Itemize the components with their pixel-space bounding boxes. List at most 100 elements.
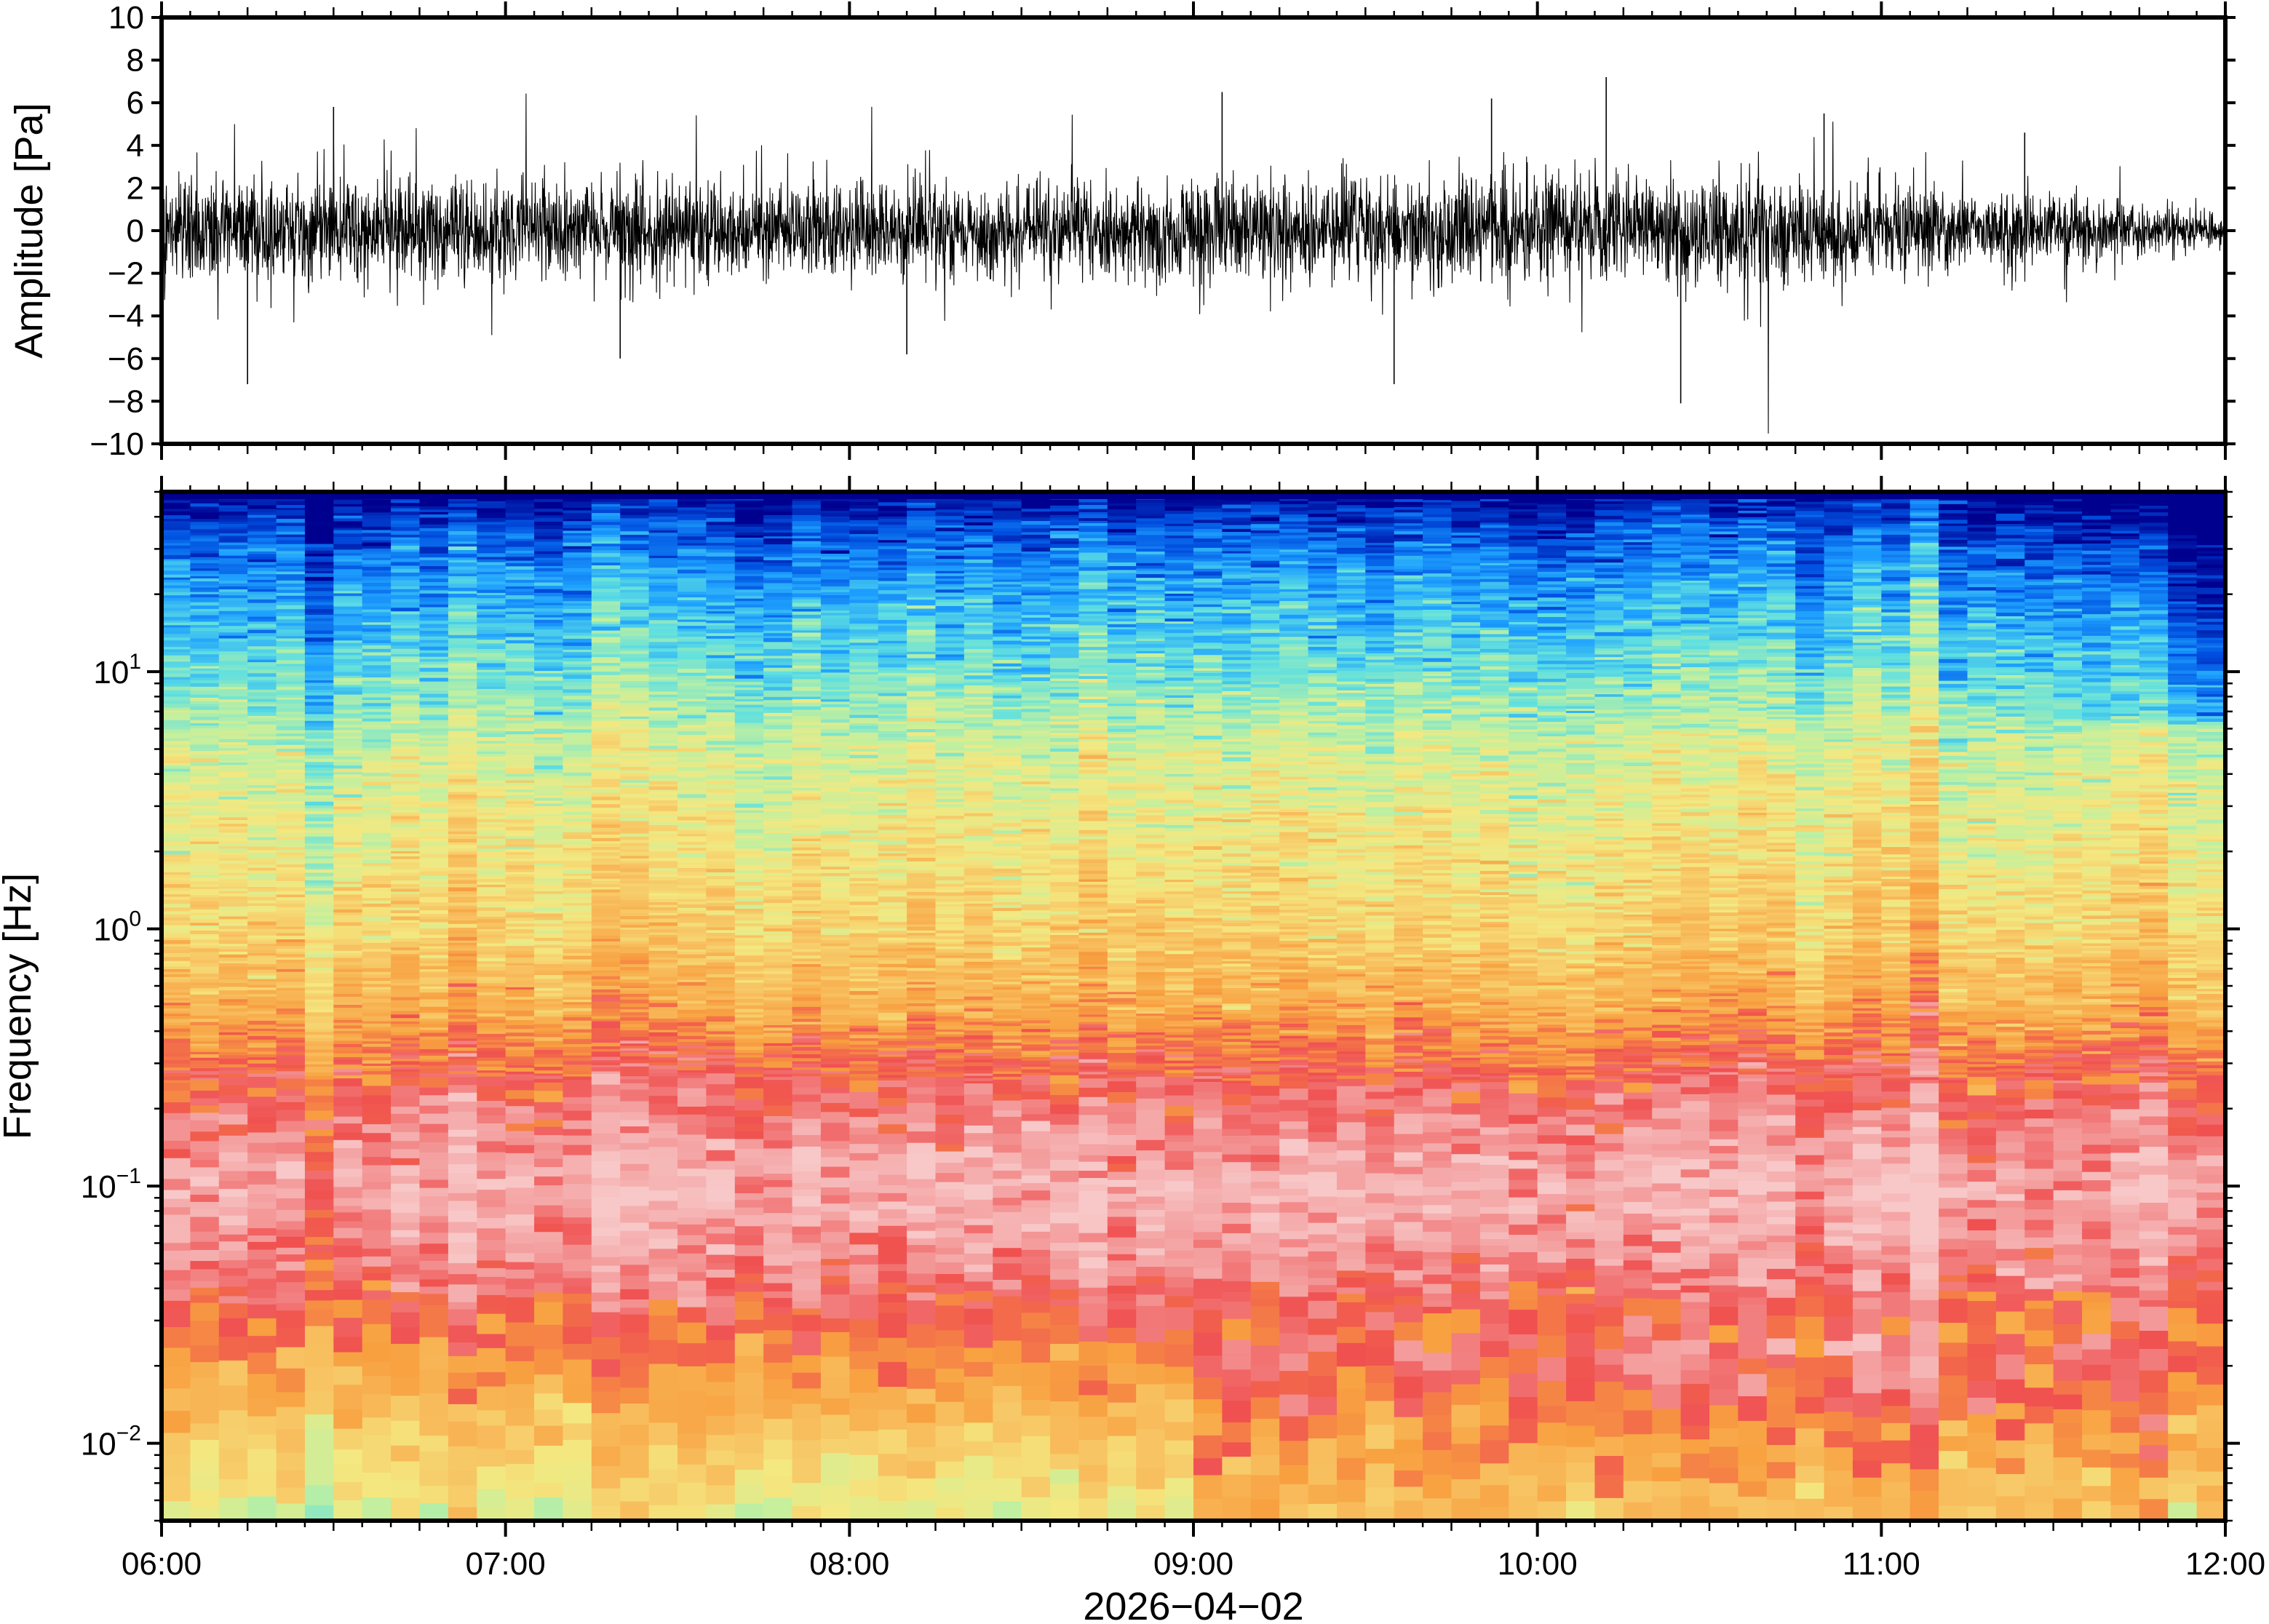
spectrogram-cell bbox=[420, 801, 449, 804]
spectrogram-cell bbox=[649, 887, 678, 891]
spectrogram-cell bbox=[563, 781, 592, 786]
spectrogram-cell bbox=[477, 568, 506, 572]
spectrogram-cell bbox=[305, 836, 334, 840]
spectrogram-cell bbox=[448, 615, 477, 618]
spectrogram-cell bbox=[735, 896, 764, 899]
spectrogram-cell bbox=[706, 576, 735, 580]
spectrogram-cell bbox=[305, 779, 334, 783]
spectrogram-cell bbox=[162, 792, 191, 796]
spectrogram-cell bbox=[620, 1056, 649, 1059]
spectrogram-cell bbox=[735, 785, 764, 788]
spectrogram-cell bbox=[219, 592, 248, 595]
spectrogram-cell bbox=[706, 903, 735, 907]
spectrogram-cell bbox=[190, 638, 219, 642]
spectrogram-cell bbox=[735, 618, 764, 623]
spectrogram-cell bbox=[477, 700, 506, 704]
spectrogram-cell bbox=[219, 841, 248, 844]
spectrogram-cell bbox=[277, 971, 306, 975]
spectrogram-cell bbox=[362, 536, 392, 541]
spectrogram-cell bbox=[420, 597, 449, 601]
spectrogram-cell bbox=[477, 948, 506, 951]
spectrogram-cell bbox=[677, 1106, 707, 1114]
spectrogram-cell bbox=[735, 943, 764, 946]
spectrogram-cell bbox=[333, 1019, 362, 1022]
spectrogram-cell bbox=[391, 651, 420, 654]
spectrogram-cell bbox=[735, 532, 764, 536]
spectrogram-cell bbox=[277, 1004, 306, 1008]
spectrogram-cell bbox=[277, 1038, 306, 1040]
spectrogram-cell bbox=[592, 592, 621, 596]
spectrogram-cell bbox=[592, 577, 621, 581]
spectrogram-cell bbox=[190, 881, 219, 885]
spectrogram-cell bbox=[677, 520, 707, 524]
spectrogram-cell bbox=[592, 856, 621, 859]
spectrogram-cell bbox=[305, 748, 334, 752]
spectrogram-cell bbox=[649, 714, 678, 718]
spectrogram-cell bbox=[277, 829, 306, 833]
spectrogram-cell bbox=[305, 950, 334, 955]
spectrogram-cell bbox=[649, 648, 678, 652]
spectrogram-cell bbox=[247, 790, 277, 794]
spectrogram-cell bbox=[592, 1056, 621, 1060]
spectrogram-cell bbox=[620, 947, 649, 950]
spectrogram-cell bbox=[477, 741, 506, 744]
spectrogram-cell bbox=[534, 737, 563, 740]
spectrogram-cell bbox=[735, 851, 764, 854]
spectrogram-cell bbox=[277, 867, 306, 869]
spectrogram-cell bbox=[620, 1063, 649, 1067]
spectrogram-cell bbox=[391, 628, 420, 631]
spectrogram-cell bbox=[677, 1006, 707, 1010]
spectrogram-cell bbox=[506, 1099, 535, 1107]
spectrogram-cell bbox=[190, 762, 219, 766]
spectrogram-cell bbox=[219, 808, 248, 812]
spectrogram-cell bbox=[247, 736, 277, 740]
spectrogram-cell bbox=[677, 530, 707, 533]
spectrogram-cell bbox=[477, 1313, 506, 1334]
spectrogram-cell bbox=[277, 505, 306, 508]
spectrogram-cell bbox=[362, 779, 392, 782]
spectrogram-cell bbox=[420, 578, 449, 582]
spectrogram-cell bbox=[420, 571, 449, 575]
spectrogram-cell bbox=[706, 735, 735, 739]
spectrogram-cell bbox=[305, 1129, 334, 1137]
spectrogram-cell bbox=[706, 633, 735, 636]
spectrogram-cell bbox=[649, 1138, 678, 1147]
spectrogram-cell bbox=[420, 731, 449, 736]
spectrogram-cell bbox=[677, 781, 707, 785]
spectrogram-cell bbox=[219, 577, 248, 581]
spectrogram-cell bbox=[162, 595, 191, 598]
spectrogram-cell bbox=[735, 782, 764, 786]
spectrogram-cell bbox=[305, 1058, 334, 1062]
spectrogram-cell bbox=[706, 927, 735, 930]
spectrogram-cell bbox=[506, 720, 535, 724]
spectrogram-cell bbox=[592, 955, 621, 958]
spectrogram-cell bbox=[391, 1420, 420, 1446]
spectrogram-cell bbox=[219, 1032, 248, 1035]
spectrogram-cell bbox=[362, 900, 392, 904]
spectrogram-cell bbox=[391, 539, 420, 543]
spectrogram-cell bbox=[477, 724, 506, 728]
spectrogram-cell bbox=[592, 889, 621, 893]
spectrogram-cell bbox=[391, 1445, 420, 1461]
spectrogram-cell bbox=[677, 937, 707, 942]
spectrogram-cell bbox=[391, 1245, 420, 1257]
spectrogram-cell bbox=[735, 977, 764, 981]
spectrogram-cell bbox=[563, 685, 592, 689]
spectrogram-cell bbox=[563, 1259, 592, 1272]
spectrogram-cell bbox=[706, 1396, 735, 1415]
spectrogram-cell bbox=[190, 573, 219, 576]
spectrogram-cell bbox=[649, 570, 678, 574]
spectrogram-cell bbox=[190, 812, 219, 816]
spectrogram-cell bbox=[477, 870, 506, 874]
spectrogram-cell bbox=[162, 1102, 191, 1112]
spectrogram-cell bbox=[592, 899, 621, 904]
spectrogram-cell bbox=[735, 1282, 764, 1291]
spectrogram-cell bbox=[391, 1343, 420, 1359]
spectrogram-cell bbox=[333, 1221, 362, 1228]
spectrogram-cell bbox=[534, 720, 563, 723]
spectrogram-cell bbox=[534, 841, 563, 845]
spectrogram-cell bbox=[620, 544, 649, 548]
spectrogram-cell bbox=[391, 1479, 420, 1498]
spectrogram-cell bbox=[506, 936, 535, 939]
